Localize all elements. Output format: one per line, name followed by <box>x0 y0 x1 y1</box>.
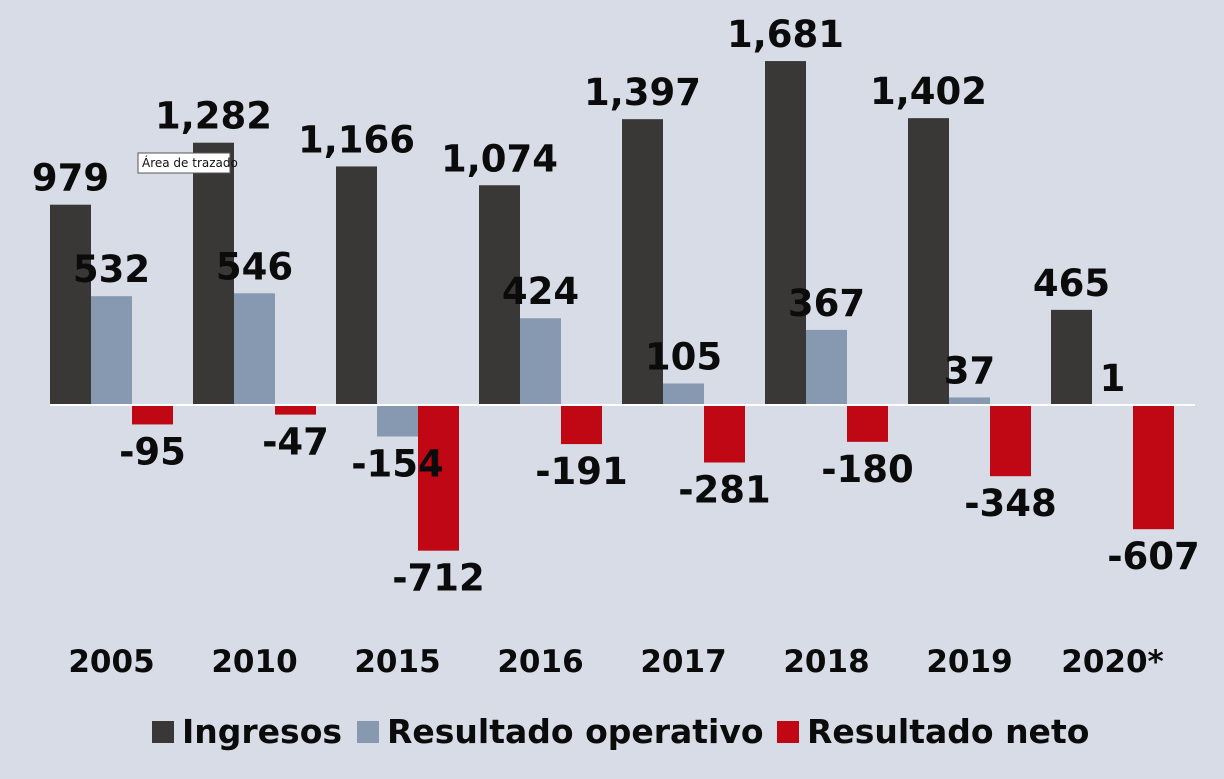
value-label-resultado-neto-2016: -191 <box>535 450 628 493</box>
value-label-resultado-operativo-2005: 532 <box>73 248 150 291</box>
value-label-resultado-neto-2015: -712 <box>392 557 485 600</box>
category-label-2020: 2020* <box>1061 644 1164 680</box>
bar-resultado-neto-2015 <box>418 405 459 551</box>
bar-resultado-neto-2010 <box>275 405 316 415</box>
legend[interactable]: Ingresos Resultado operativo Resultado net… <box>152 712 1089 751</box>
category-label-2005: 2005 <box>68 644 154 680</box>
value-label-resultado-operativo-2018: 367 <box>788 282 865 325</box>
bar-resultado-operativo-2017 <box>663 383 704 405</box>
category-label-2010: 2010 <box>211 644 297 680</box>
value-label-resultado-operativo-2019: 37 <box>944 349 996 392</box>
legend-swatch-resultado-operativo <box>357 721 379 743</box>
category-label-2016: 2016 <box>497 644 583 680</box>
bar-ingresos-2017 <box>622 119 663 405</box>
value-label-resultado-operativo-2016: 424 <box>502 270 579 313</box>
bar-resultado-neto-2020 <box>1133 405 1174 530</box>
legend-label-ingresos: Ingresos <box>182 712 342 751</box>
bar-ingresos-2020 <box>1051 309 1092 405</box>
value-label-resultado-operativo-2010: 546 <box>216 245 293 288</box>
tooltip-text: Área de trazado <box>142 155 238 170</box>
bars-layer <box>50 61 1174 551</box>
bar-ingresos-2019 <box>908 118 949 405</box>
bar-resultado-neto-2016 <box>561 405 602 445</box>
bar-ingresos-2005 <box>50 204 91 405</box>
value-label-resultado-neto-2020: -607 <box>1107 535 1200 578</box>
value-label-resultado-neto-2019: -348 <box>964 482 1057 525</box>
category-label-2015: 2015 <box>354 644 440 680</box>
value-label-resultado-neto-2018: -180 <box>821 448 914 491</box>
bar-resultado-operativo-2016 <box>520 318 561 405</box>
value-label-resultado-operativo-2017: 105 <box>645 336 722 379</box>
bar-resultado-neto-2017 <box>704 405 745 463</box>
bar-resultado-operativo-2018 <box>806 329 847 405</box>
bar-resultado-neto-2005 <box>132 405 173 425</box>
value-label-resultado-neto-2010: -47 <box>262 421 329 464</box>
legend-item-resultado-neto[interactable]: Resultado neto <box>777 712 1089 751</box>
value-label-resultado-neto-2017: -281 <box>678 468 771 511</box>
value-label-ingresos-2020: 465 <box>1033 262 1110 305</box>
legend-label-resultado-neto: Resultado neto <box>807 712 1089 751</box>
bar-resultado-operativo-2010 <box>234 293 275 405</box>
value-label-ingresos-2017: 1,397 <box>584 71 701 114</box>
category-axis: 2005 2010 2015 2016 2017 2018 2019 2020* <box>68 644 1163 680</box>
category-label-2018: 2018 <box>783 644 869 680</box>
value-label-resultado-neto-2005: -95 <box>119 430 186 473</box>
bar-resultado-operativo-2019 <box>949 397 990 405</box>
category-label-2017: 2017 <box>640 644 726 680</box>
category-label-2019: 2019 <box>926 644 1012 680</box>
bar-resultado-neto-2018 <box>847 405 888 442</box>
value-label-ingresos-2015: 1,166 <box>298 118 415 161</box>
bar-ingresos-2016 <box>479 185 520 405</box>
value-label-ingresos-2018: 1,681 <box>727 13 844 56</box>
bar-ingresos-2015 <box>336 166 377 405</box>
value-label-ingresos-2005: 979 <box>32 157 109 200</box>
bar-ingresos-2018 <box>765 61 806 405</box>
bar-resultado-neto-2019 <box>990 405 1031 477</box>
legend-swatch-resultado-neto <box>777 721 799 743</box>
value-label-ingresos-2016: 1,074 <box>441 137 558 180</box>
value-label-resultado-operativo-2015: -154 <box>351 443 444 486</box>
legend-label-resultado-operativo: Resultado operativo <box>387 712 764 751</box>
legend-swatch-ingresos <box>152 721 174 743</box>
bar-resultado-operativo-2005 <box>91 296 132 405</box>
plot-area-tooltip: Área de trazado <box>137 152 238 174</box>
value-label-ingresos-2010: 1,282 <box>155 95 272 138</box>
value-labels-layer: 979 532 -95 1,282 546 -47 1,166 -154 -712 1,074 42… <box>32 13 1200 600</box>
bar-resultado-operativo-2015 <box>377 405 418 437</box>
legend-item-ingresos[interactable]: Ingresos <box>152 712 342 751</box>
value-label-resultado-operativo-2020: 1 <box>1100 357 1126 400</box>
value-label-ingresos-2019: 1,402 <box>870 70 987 113</box>
legend-item-resultado-operativo[interactable]: Resultado operativo <box>357 712 764 751</box>
bar-ingresos-2010 <box>193 142 234 405</box>
